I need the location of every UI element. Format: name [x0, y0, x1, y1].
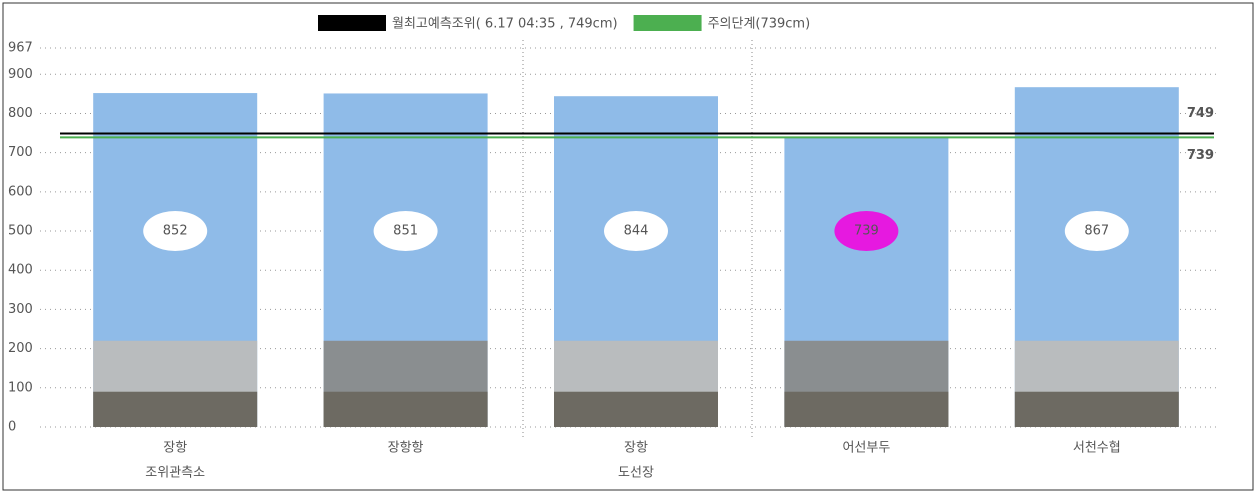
- y-tick-label: 700: [8, 145, 33, 160]
- legend-label: 주의단계(739cm): [708, 17, 811, 32]
- y-tick-label: 0: [8, 420, 16, 435]
- station-photo-ground: [323, 391, 488, 427]
- station-photo-ground: [554, 391, 718, 427]
- value-label-bg: [143, 211, 208, 252]
- value-label: 867: [1084, 224, 1109, 239]
- station-photo-ground: [784, 391, 949, 427]
- y-tick-label: 967: [8, 41, 33, 56]
- x-tick-label: 서천수협: [1073, 441, 1121, 456]
- value-label-bg: [373, 211, 438, 252]
- legend-swatch: [633, 15, 702, 31]
- y-tick-label: 900: [8, 67, 33, 82]
- legend-swatch: [318, 15, 386, 31]
- x-tick-label: 조위관측소: [145, 466, 205, 481]
- y-tick-label: 500: [8, 224, 33, 239]
- y-tick-label: 600: [8, 184, 33, 199]
- x-tick-label: 장항: [624, 441, 648, 456]
- y-tick-label: 400: [8, 263, 33, 278]
- value-label: 739: [854, 224, 879, 239]
- y-tick-label: 800: [8, 106, 33, 121]
- y-tick-label: 100: [8, 380, 33, 395]
- x-tick-label: 장항: [163, 441, 187, 456]
- value-label-bg: [604, 211, 668, 252]
- value-label-bg: [1064, 211, 1129, 252]
- station-photo-ground: [93, 391, 258, 427]
- value-label: 851: [393, 224, 418, 239]
- x-tick-label: 어선부두: [842, 441, 890, 456]
- x-tick-label: 장항항: [388, 441, 424, 456]
- reference-label: 749: [1187, 106, 1214, 121]
- reference-label: 739: [1187, 148, 1214, 163]
- y-tick-label: 300: [8, 302, 33, 317]
- value-label: 844: [624, 224, 649, 239]
- y-tick-label: 200: [8, 341, 33, 356]
- value-label: 852: [163, 224, 188, 239]
- legend-label: 월최고예측조위( 6.17 04:35 , 749cm): [392, 17, 618, 32]
- station-photo-ground: [1014, 391, 1179, 427]
- x-tick-label: 도선장: [618, 466, 654, 481]
- value-label-bg: [834, 211, 899, 252]
